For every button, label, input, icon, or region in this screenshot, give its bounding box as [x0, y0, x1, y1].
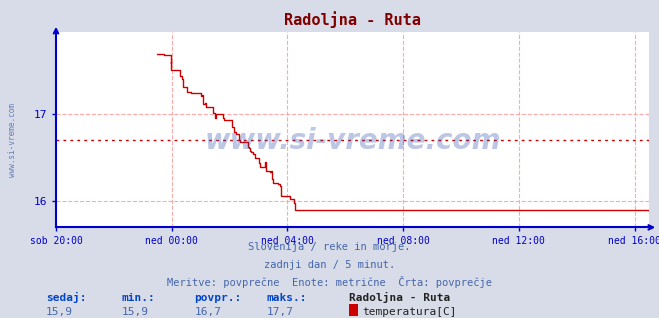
Text: maks.:: maks.: — [267, 293, 307, 302]
Text: Radoljna - Ruta: Radoljna - Ruta — [349, 292, 451, 302]
Text: temperatura[C]: temperatura[C] — [362, 307, 457, 317]
Text: 17,7: 17,7 — [267, 307, 294, 317]
Text: 16,7: 16,7 — [194, 307, 221, 317]
Title: Radoljna - Ruta: Radoljna - Ruta — [284, 11, 421, 28]
Text: Slovenija / reke in morje.: Slovenija / reke in morje. — [248, 242, 411, 252]
Text: www.si-vreme.com: www.si-vreme.com — [204, 127, 501, 155]
Text: sedaj:: sedaj: — [46, 292, 86, 302]
Text: 15,9: 15,9 — [46, 307, 73, 317]
Text: min.:: min.: — [122, 293, 156, 302]
Text: 15,9: 15,9 — [122, 307, 149, 317]
Text: Meritve: povprečne  Enote: metrične  Črta: povprečje: Meritve: povprečne Enote: metrične Črta:… — [167, 276, 492, 288]
Text: www.si-vreme.com: www.si-vreme.com — [8, 103, 17, 177]
Text: zadnji dan / 5 minut.: zadnji dan / 5 minut. — [264, 260, 395, 270]
Text: povpr.:: povpr.: — [194, 293, 242, 302]
